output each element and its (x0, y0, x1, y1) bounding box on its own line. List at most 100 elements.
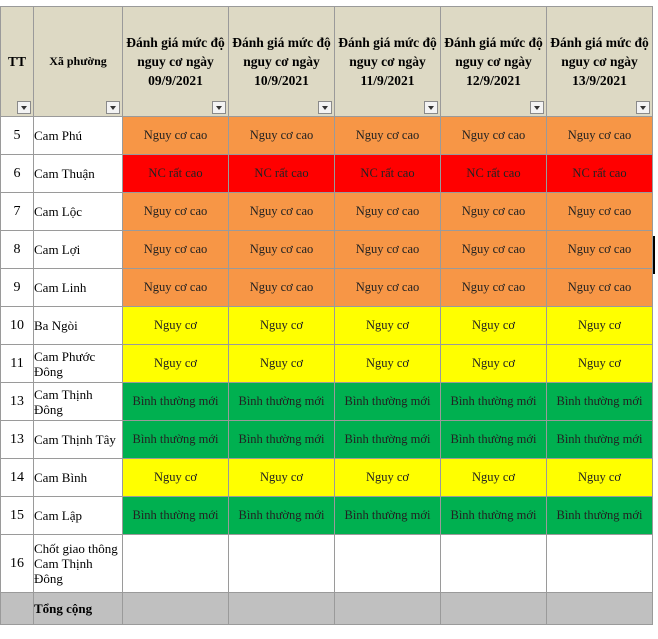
status-cell[interactable]: Bình thường mới (546, 420, 653, 459)
row-number-cell[interactable]: 16 (0, 534, 34, 593)
status-cell[interactable]: Bình thường mới (122, 382, 229, 421)
table-row: 15 Cam Lập Bình thường mới Bình thường mới B… (0, 496, 653, 535)
ward-name-cell[interactable]: Cam Thịnh Tây (33, 420, 123, 459)
row-number-cell[interactable]: 15 (0, 496, 34, 535)
row-number-cell[interactable]: 11 (0, 344, 34, 383)
ward-name-cell[interactable]: Cam Phước Đông (33, 344, 123, 383)
status-cell[interactable]: Nguy cơ (546, 306, 653, 345)
row-number-cell[interactable]: 13 (0, 420, 34, 459)
ward-name-cell[interactable]: Cam Lợi (33, 230, 123, 269)
status-cell[interactable] (546, 534, 653, 593)
status-cell[interactable]: Bình thường mới (228, 420, 335, 459)
filter-dropdown-icon[interactable] (424, 101, 438, 114)
status-cell[interactable]: Bình thường mới (546, 496, 653, 535)
status-cell[interactable] (334, 534, 441, 593)
status-cell[interactable]: Nguy cơ cao (334, 116, 441, 155)
ward-name-cell[interactable]: Ba Ngòi (33, 306, 123, 345)
status-cell[interactable]: Nguy cơ cao (440, 230, 547, 269)
row-number-cell[interactable]: 14 (0, 458, 34, 497)
filter-dropdown-icon[interactable] (17, 101, 31, 114)
status-cell[interactable]: Bình thường mới (122, 420, 229, 459)
filter-dropdown-icon[interactable] (212, 101, 226, 114)
ward-name-cell[interactable]: Cam Thuận (33, 154, 123, 193)
ward-name-cell[interactable]: Cam Linh (33, 268, 123, 307)
status-cell[interactable]: Nguy cơ cao (228, 192, 335, 231)
status-cell[interactable]: NC rất cao (122, 154, 229, 193)
status-cell[interactable]: Nguy cơ (546, 458, 653, 497)
total-cell[interactable] (228, 592, 335, 625)
status-cell[interactable] (440, 534, 547, 593)
ward-name-cell[interactable]: Cam Phú (33, 116, 123, 155)
status-cell[interactable]: Nguy cơ cao (440, 268, 547, 307)
status-cell[interactable]: Nguy cơ cao (334, 230, 441, 269)
status-cell[interactable] (122, 534, 229, 593)
filter-dropdown-icon[interactable] (318, 101, 332, 114)
total-cell[interactable] (122, 592, 229, 625)
status-cell[interactable]: Bình thường mới (334, 496, 441, 535)
status-cell[interactable]: Nguy cơ cao (440, 192, 547, 231)
row-number-cell[interactable]: 10 (0, 306, 34, 345)
row-number-cell[interactable]: 9 (0, 268, 34, 307)
status-cell[interactable]: Bình thường mới (228, 496, 335, 535)
status-cell[interactable]: Nguy cơ cao (546, 268, 653, 307)
status-cell[interactable]: Nguy cơ cao (546, 230, 653, 269)
ward-name-cell[interactable]: Cam Lộc (33, 192, 123, 231)
row-number-cell[interactable]: 8 (0, 230, 34, 269)
status-cell[interactable]: Nguy cơ (122, 344, 229, 383)
row-number-cell[interactable]: 7 (0, 192, 34, 231)
status-cell[interactable]: Bình thường mới (440, 496, 547, 535)
status-cell[interactable]: Nguy cơ (334, 306, 441, 345)
status-cell[interactable]: NC rất cao (228, 154, 335, 193)
total-cell[interactable] (440, 592, 547, 625)
ward-name-cell[interactable]: Cam Bình (33, 458, 123, 497)
status-cell[interactable]: Bình thường mới (334, 420, 441, 459)
status-cell[interactable]: Bình thường mới (440, 420, 547, 459)
status-cell[interactable]: NC rất cao (546, 154, 653, 193)
status-cell[interactable]: Nguy cơ (440, 306, 547, 345)
status-cell[interactable]: Nguy cơ cao (122, 230, 229, 269)
status-cell[interactable]: Nguy cơ (228, 344, 335, 383)
status-cell[interactable]: Nguy cơ cao (122, 116, 229, 155)
filter-dropdown-icon[interactable] (636, 101, 650, 114)
filter-dropdown-icon[interactable] (530, 101, 544, 114)
status-cell[interactable]: Nguy cơ (122, 306, 229, 345)
total-label[interactable]: Tổng cộng (33, 592, 123, 625)
status-cell[interactable]: Nguy cơ cao (546, 192, 653, 231)
status-cell[interactable]: Bình thường mới (228, 382, 335, 421)
total-cell[interactable] (334, 592, 441, 625)
ward-name-cell[interactable]: Cam Thịnh Đông (33, 382, 123, 421)
filter-dropdown-icon[interactable] (106, 101, 120, 114)
status-cell[interactable]: NC rất cao (334, 154, 441, 193)
row-number-cell[interactable]: 13 (0, 382, 34, 421)
status-cell[interactable]: Nguy cơ (334, 458, 441, 497)
status-cell[interactable]: Bình thường mới (334, 382, 441, 421)
status-cell[interactable]: Nguy cơ (228, 458, 335, 497)
ward-name-cell[interactable]: Chốt giao thông Cam Thịnh Đông (33, 534, 123, 593)
status-cell[interactable]: Nguy cơ cao (228, 268, 335, 307)
status-cell[interactable]: Nguy cơ cao (334, 192, 441, 231)
row-number-cell[interactable]: 5 (0, 116, 34, 155)
total-cell[interactable] (546, 592, 653, 625)
status-cell[interactable]: Nguy cơ (546, 344, 653, 383)
status-cell[interactable]: Nguy cơ cao (228, 116, 335, 155)
status-cell[interactable]: Nguy cơ (228, 306, 335, 345)
ward-name-cell[interactable]: Cam Lập (33, 496, 123, 535)
status-cell[interactable]: Nguy cơ cao (334, 268, 441, 307)
status-cell[interactable]: Nguy cơ (440, 344, 547, 383)
status-cell[interactable]: Bình thường mới (440, 382, 547, 421)
status-cell[interactable]: NC rất cao (440, 154, 547, 193)
status-cell[interactable] (228, 534, 335, 593)
status-cell[interactable]: Nguy cơ cao (546, 116, 653, 155)
status-cell[interactable]: Nguy cơ cao (122, 268, 229, 307)
table-row: 10 Ba Ngòi Nguy cơ Nguy cơ Nguy cơ Nguy cơ Ngu… (0, 306, 653, 345)
status-cell[interactable]: Bình thường mới (546, 382, 653, 421)
status-cell[interactable]: Nguy cơ cao (122, 192, 229, 231)
status-cell[interactable]: Nguy cơ cao (440, 116, 547, 155)
status-cell[interactable]: Nguy cơ (440, 458, 547, 497)
total-tt-cell[interactable] (0, 592, 34, 625)
status-cell[interactable]: Nguy cơ (334, 344, 441, 383)
status-cell[interactable]: Nguy cơ (122, 458, 229, 497)
row-number-cell[interactable]: 6 (0, 154, 34, 193)
status-cell[interactable]: Nguy cơ cao (228, 230, 335, 269)
status-cell[interactable]: Bình thường mới (122, 496, 229, 535)
